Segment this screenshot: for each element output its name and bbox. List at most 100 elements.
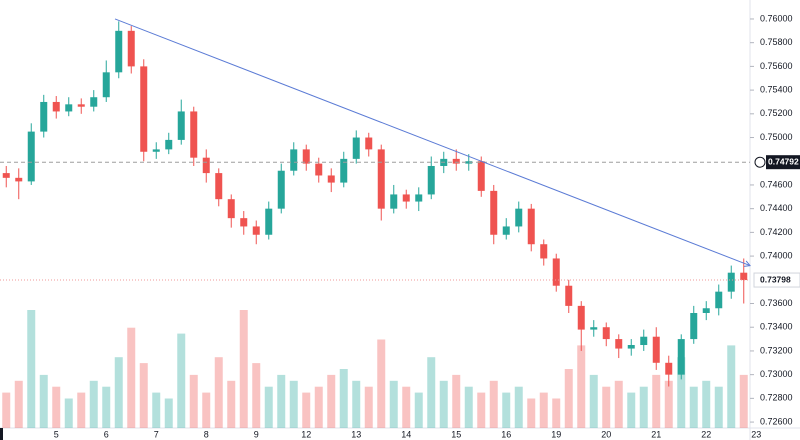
price-label-icon [754, 156, 766, 168]
volume-bar [277, 374, 286, 428]
volume-bar [489, 380, 498, 428]
volume-bar [177, 333, 186, 428]
volume-bar [714, 386, 723, 428]
x-tick-label: 20 [601, 429, 611, 439]
candle-body [665, 362, 673, 375]
y-tick-label: 0.75200 [760, 108, 793, 118]
volume-bar [264, 386, 273, 428]
candle-body [602, 327, 610, 340]
candle-body [427, 165, 435, 195]
volume-bar [152, 392, 161, 428]
x-tick-label: 5 [54, 429, 59, 439]
candle-body [677, 339, 685, 375]
volume-bar [414, 392, 423, 428]
volume-bar [189, 374, 198, 428]
candle-body [740, 272, 748, 281]
volume-bar [602, 386, 611, 428]
candle-body [40, 101, 48, 132]
volume-bar [302, 392, 311, 428]
y-tick-label: 0.74200 [760, 227, 793, 237]
y-tick-label: 0.75800 [760, 37, 793, 47]
volume-bar [427, 357, 436, 428]
x-tick-label: 23 [751, 429, 761, 439]
volume-bar [452, 374, 461, 428]
candle-body [27, 131, 35, 182]
candle-body [415, 194, 423, 202]
volume-bar [364, 386, 373, 428]
volume-bar [239, 310, 248, 428]
candle-body [377, 149, 385, 209]
volume-bar [564, 369, 573, 428]
volume-bar [214, 357, 223, 428]
candle-body [652, 336, 660, 363]
candle-body [365, 137, 373, 150]
candle-body [615, 339, 623, 349]
x-tick-label: 19 [551, 429, 561, 439]
volume-bar [652, 374, 661, 428]
volume-bar [52, 386, 61, 428]
volume-bar [664, 380, 673, 428]
candle-body [302, 149, 310, 164]
y-tick-label: 0.75400 [760, 84, 793, 94]
candle-body [402, 194, 410, 202]
candle-body [115, 30, 123, 73]
candle-body [627, 345, 635, 349]
x-tick-label: 21 [651, 429, 661, 439]
candle-body [565, 285, 573, 306]
volume-bar [39, 374, 48, 428]
candle-body [452, 158, 460, 164]
volume-bar [102, 386, 111, 428]
candle-body [515, 208, 523, 227]
volume-bar [314, 386, 323, 428]
x-tick-label: 8 [204, 429, 209, 439]
candle-body [327, 175, 335, 183]
candle-body [540, 244, 548, 259]
price-label-box [753, 272, 800, 288]
x-tick-label: 6 [104, 429, 109, 439]
volume-bar [164, 398, 173, 428]
candle-body [127, 30, 135, 67]
volume-bar [377, 339, 386, 428]
x-tick-label: 12 [301, 429, 311, 439]
volume-bar [739, 374, 748, 428]
y-tick-label: 0.73200 [760, 345, 793, 355]
price-axis [750, 0, 800, 440]
candle-body [190, 111, 198, 158]
candle-body [465, 161, 473, 164]
volume-bar [727, 345, 736, 428]
volume-bar [589, 374, 598, 428]
candle-body [315, 163, 323, 176]
candle-body [577, 305, 585, 330]
volume-bar [464, 386, 473, 428]
volume-bar [127, 327, 136, 428]
volume-bar [77, 392, 86, 428]
candle-body [15, 177, 23, 182]
volume-bar [502, 392, 511, 428]
candle-body [502, 226, 510, 235]
candle-body [390, 194, 398, 209]
candle-body [2, 173, 10, 178]
x-tick-label: 15 [451, 429, 461, 439]
candle-body [290, 149, 298, 171]
candle-body [340, 158, 348, 183]
y-tick-label: 0.74000 [760, 250, 793, 260]
candle-body [52, 101, 60, 112]
volume-bar [402, 386, 411, 428]
volume-bar [702, 380, 711, 428]
candle-body [477, 161, 485, 191]
candle-body [490, 190, 498, 235]
volume-bar [339, 369, 348, 428]
candle-body [277, 170, 285, 209]
volume-bar [477, 392, 486, 428]
y-tick-label: 0.72800 [760, 393, 793, 403]
y-tick-label: 0.74400 [760, 203, 793, 213]
volume-bar [677, 357, 686, 428]
y-tick-label: 0.73400 [760, 322, 793, 332]
x-tick-label: 13 [351, 429, 361, 439]
volume-bar [527, 398, 536, 428]
candle-body [165, 139, 173, 150]
volume-bar [2, 392, 11, 428]
candle-body [715, 291, 723, 309]
volume-bar [227, 380, 236, 428]
